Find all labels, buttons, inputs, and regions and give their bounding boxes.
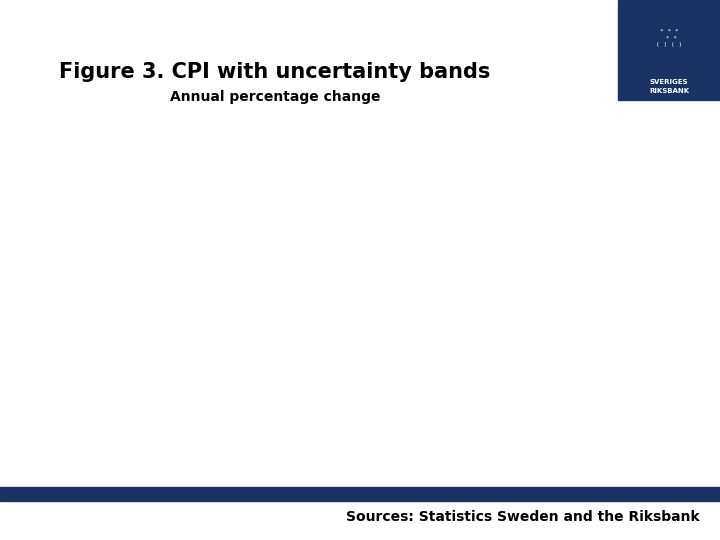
Text: Figure 3. CPI with uncertainty bands: Figure 3. CPI with uncertainty bands [59, 62, 491, 82]
Bar [0, 487, 720, 501]
Bar [618, 0, 720, 100]
Text: SVERIGES: SVERIGES [649, 79, 688, 85]
Text: RIKSBANK: RIKSBANK [649, 88, 689, 94]
Text: * * *
 * *
( ) ( ): * * * * * ( ) ( ) [656, 29, 682, 47]
Text: Annual percentage change: Annual percentage change [170, 90, 380, 104]
Text: Sources: Statistics Sweden and the Riksbank: Sources: Statistics Sweden and the Riksb… [346, 510, 700, 524]
